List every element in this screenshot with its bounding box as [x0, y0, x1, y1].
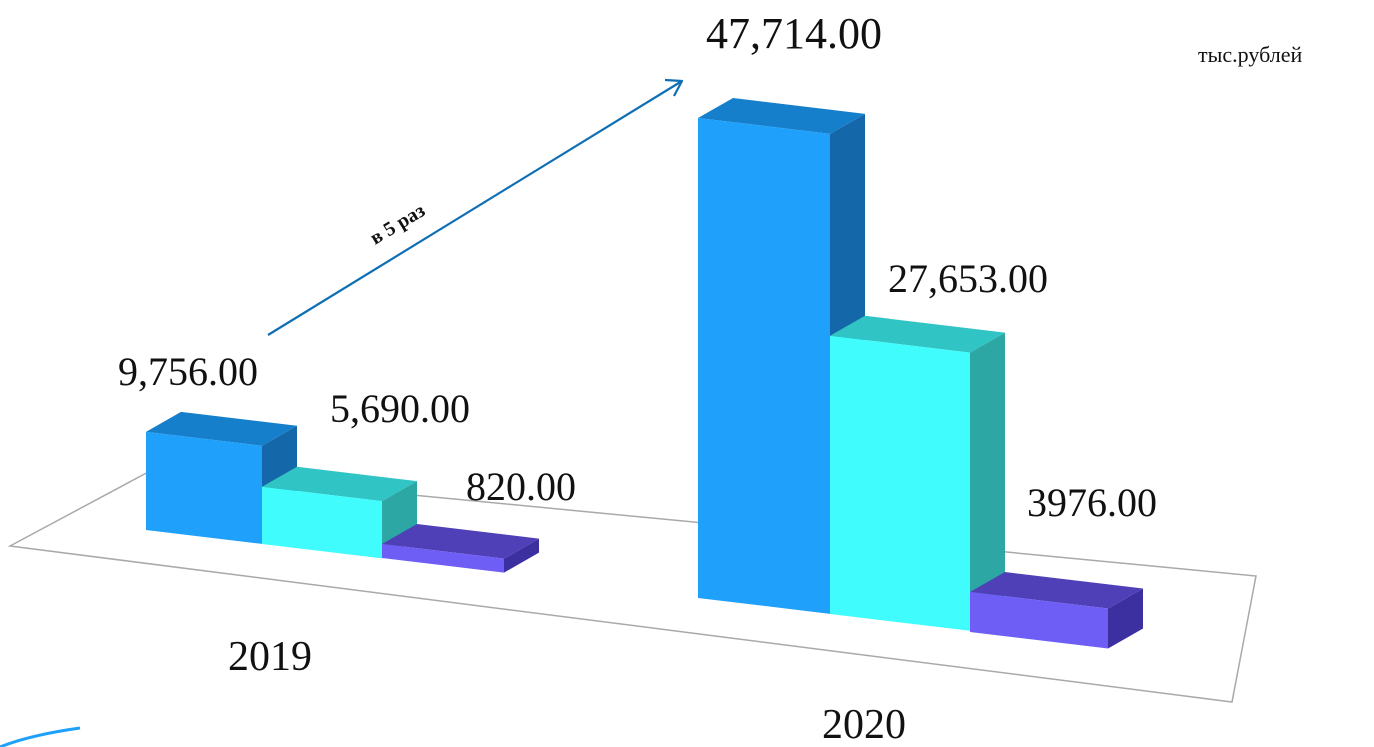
data-label-2019-series-2: 5,690.00 [330, 386, 470, 431]
bar-front [970, 592, 1108, 649]
bar-2019-series-3 [382, 524, 539, 573]
bar-2020-series-2 [830, 315, 1005, 631]
data-label-2020-series-3: 3976.00 [1027, 480, 1157, 525]
floor-plane [7, 469, 1257, 703]
bar-front [262, 486, 382, 559]
bar-top [262, 466, 417, 502]
bar-top [698, 98, 865, 134]
category-label-2019: 2019 [228, 634, 312, 680]
bar-top [146, 411, 297, 446]
bar-front [830, 335, 970, 631]
bar-top [382, 524, 539, 559]
bar-top [970, 572, 1143, 609]
bar-2020-series-3 [970, 572, 1143, 649]
data-label-2019-series-3: 820.00 [466, 464, 576, 509]
bar-front [698, 118, 830, 614]
bar-top [830, 315, 1005, 353]
bar-front [146, 431, 262, 544]
bars [146, 98, 1143, 649]
data-labels: 9,756.00 5,690.00 820.00 47,714.00 27,653.00… [118, 9, 1157, 525]
bar-side [504, 538, 539, 573]
slide-decoration [0, 726, 81, 747]
chart-floor [7, 469, 1257, 703]
bar-side [970, 332, 1005, 631]
data-label-2019-series-1: 9,756.00 [118, 349, 258, 394]
data-label-2020-series-2: 27,653.00 [888, 256, 1048, 301]
category-label-2020: 2020 [822, 702, 906, 747]
growth-arrow [267, 78, 684, 336]
unit-label: тыс.рублей [1198, 42, 1302, 67]
bar-side [1108, 588, 1143, 649]
data-label-2020-series-1: 47,714.00 [706, 9, 882, 58]
bar-front [382, 544, 504, 573]
